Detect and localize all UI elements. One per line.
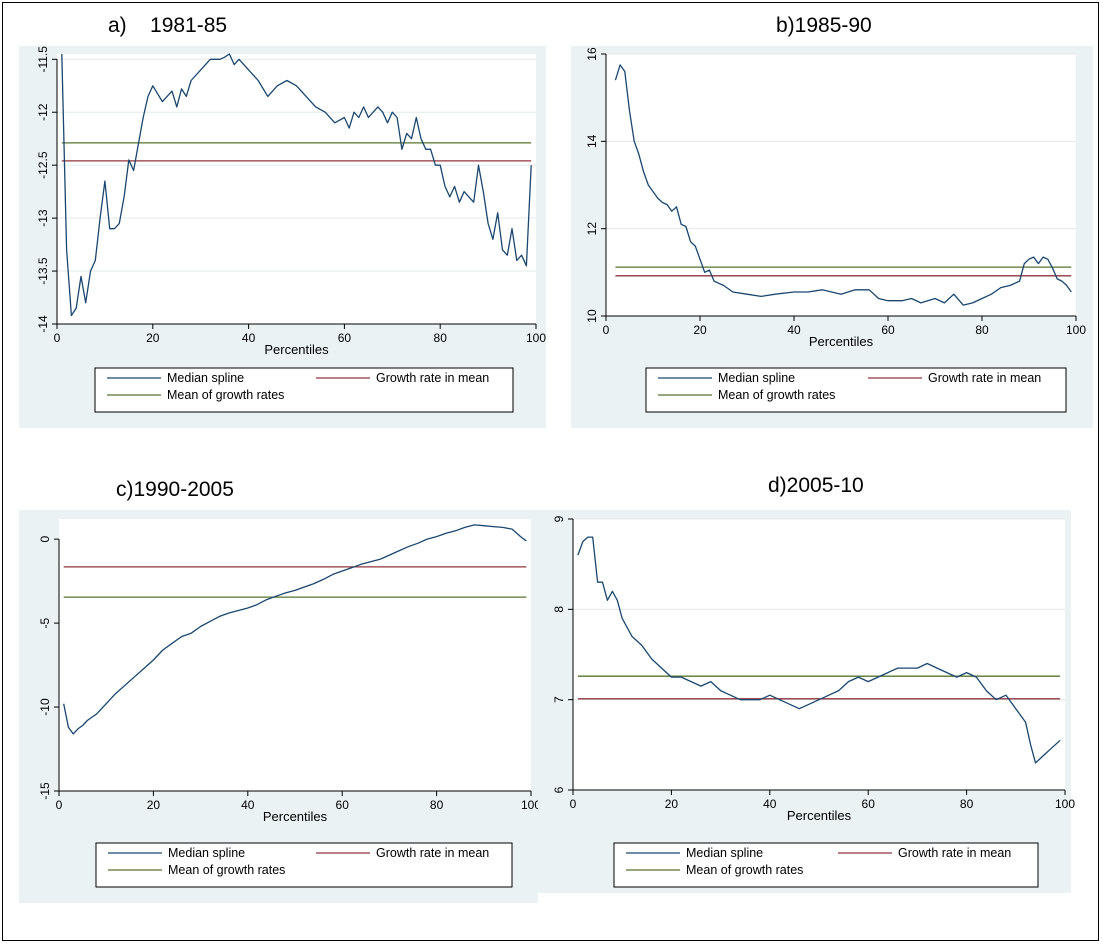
x-tick-label: 0 xyxy=(603,323,610,337)
chart-title-a: a) 1981-85 xyxy=(108,14,228,37)
x-axis-title: Percentiles xyxy=(787,808,852,823)
legend-label-growth-rate-in-mean: Growth rate in mean xyxy=(898,846,1011,860)
series-line-median-spline xyxy=(63,524,527,735)
y-tick-label: 14 xyxy=(585,134,599,148)
legend-label-median-spline: Median spline xyxy=(168,846,245,860)
y-tick-label: 9 xyxy=(552,515,566,522)
y-tick-label: -5 xyxy=(38,617,52,628)
x-tick-label: 40 xyxy=(241,798,255,812)
y-tick-label: 10 xyxy=(585,309,599,323)
plot-area xyxy=(606,54,1076,316)
x-tick-label: 20 xyxy=(665,797,679,811)
series-line-median-spline xyxy=(614,64,1072,306)
x-tick-label: 0 xyxy=(56,798,63,812)
y-tick-label: 8 xyxy=(552,606,566,613)
y-tick-label: -12 xyxy=(36,103,50,121)
x-axis-title: Percentiles xyxy=(809,334,874,349)
y-tick-label: 0 xyxy=(38,535,52,542)
legend-label-median-spline: Median spline xyxy=(686,846,763,860)
x-tick-label: 40 xyxy=(242,331,256,345)
chart-title-c: c)1990-2005 xyxy=(116,478,234,501)
y-tick-label: -10 xyxy=(38,698,52,716)
chart-panel-a: -14 -13.5 -13 -12.5 -12 -11.5 0 20 40 60 80 100 Perc… xyxy=(19,46,546,428)
chart-title-d: d)2005-10 xyxy=(768,474,864,497)
x-tick-label: 100 xyxy=(1055,797,1075,811)
x-tick-label: 0 xyxy=(570,797,577,811)
y-tick-label: -13.5 xyxy=(36,257,50,285)
x-tick-label: 80 xyxy=(960,797,974,811)
chart-b: 10 12 14 16 0 20 40 60 80 100 Percentiles Median sp… xyxy=(585,47,1086,413)
legend-label-median-spline: Median spline xyxy=(718,371,795,385)
y-tick-label: -15 xyxy=(38,782,52,800)
legend-label-mean-of-growth-rates: Mean of growth rates xyxy=(167,388,284,402)
y-tick-label: -11.5 xyxy=(36,46,50,73)
legend-label-median-spline: Median spline xyxy=(167,371,244,385)
chart-panel-c: -15 -10 -5 0 0 20 40 60 80 100 Percentiles Median s… xyxy=(19,510,541,903)
chart-panel-d: 6 7 8 9 0 20 40 60 80 100 Percentiles Median spline… xyxy=(538,510,1075,893)
y-tick-label: 12 xyxy=(585,222,599,236)
chart-d: 6 7 8 9 0 20 40 60 80 100 Percentiles Median spline… xyxy=(552,515,1075,888)
x-tick-label: 20 xyxy=(147,798,161,812)
x-tick-label: 60 xyxy=(862,797,876,811)
chart-a: -14 -13.5 -13 -12.5 -12 -11.5 0 20 40 60 80 100 Perc… xyxy=(36,46,546,413)
plot-area xyxy=(57,54,536,324)
legend-label-mean-of-growth-rates: Mean of growth rates xyxy=(686,863,803,877)
x-tick-label: 80 xyxy=(975,323,989,337)
legend-label-growth-rate-in-mean: Growth rate in mean xyxy=(376,846,489,860)
legend-label-mean-of-growth-rates: Mean of growth rates xyxy=(168,863,285,877)
legend-label-growth-rate-in-mean: Growth rate in mean xyxy=(928,371,1041,385)
x-axis-title: Percentiles xyxy=(263,809,328,824)
chart-c: -15 -10 -5 0 0 20 40 60 80 100 Percentiles Median s… xyxy=(38,519,541,888)
plot-area xyxy=(573,519,1065,790)
x-tick-label: 80 xyxy=(430,798,444,812)
legend-box xyxy=(645,367,1067,413)
x-tick-label: 0 xyxy=(54,331,61,345)
chart-panel-b: 10 12 14 16 0 20 40 60 80 100 Percentiles Median sp… xyxy=(571,46,1093,428)
x-tick-label: 100 xyxy=(1066,323,1086,337)
series-line-median-spline xyxy=(61,53,532,317)
legend-box xyxy=(613,842,1039,888)
y-tick-label: 6 xyxy=(552,786,566,793)
chart-title-b: b)1985-90 xyxy=(776,14,872,37)
x-tick-label: 60 xyxy=(881,323,895,337)
legend-label-mean-of-growth-rates: Mean of growth rates xyxy=(718,388,835,402)
y-tick-label: 16 xyxy=(585,47,599,61)
legend-box xyxy=(95,842,513,888)
legend-box xyxy=(94,367,514,413)
y-tick-label: -13 xyxy=(36,209,50,227)
y-tick-label: 7 xyxy=(552,696,566,703)
x-tick-label: 60 xyxy=(336,798,350,812)
y-tick-label: -14 xyxy=(36,315,50,333)
x-tick-label: 20 xyxy=(693,323,707,337)
x-axis-title: Percentiles xyxy=(264,342,329,357)
x-tick-label: 80 xyxy=(434,331,448,345)
x-tick-label: 40 xyxy=(763,797,777,811)
x-tick-label: 100 xyxy=(521,798,541,812)
legend-label-growth-rate-in-mean: Growth rate in mean xyxy=(376,371,489,385)
y-tick-label: -12.5 xyxy=(36,151,50,179)
plot-area xyxy=(59,519,531,791)
x-tick-label: 40 xyxy=(787,323,801,337)
series-line-median-spline xyxy=(577,536,1061,764)
x-tick-label: 20 xyxy=(146,331,160,345)
x-tick-label: 60 xyxy=(338,331,352,345)
x-tick-label: 100 xyxy=(526,331,546,345)
